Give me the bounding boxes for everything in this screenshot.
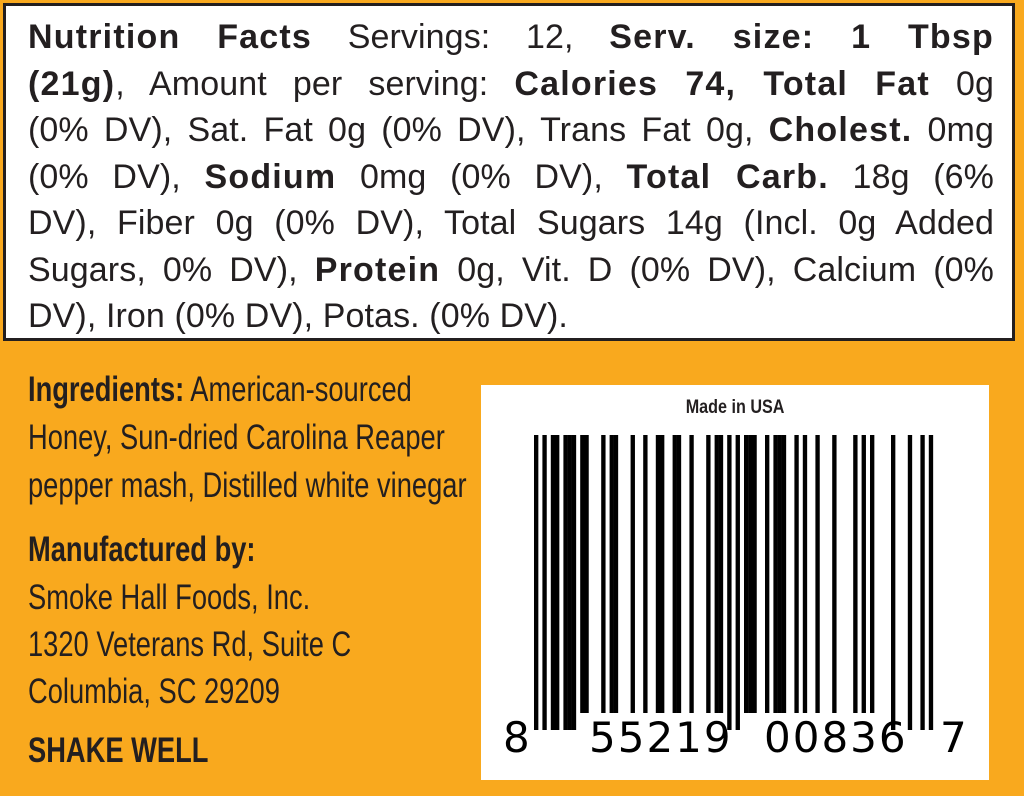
nutrition-text: , Amount per serving: <box>115 64 515 103</box>
nutrition-facts-line: (21g), Amount per serving: Calories 74, … <box>28 61 994 108</box>
manufacturer-label: Manufactured by: <box>28 530 256 570</box>
barcode-bar <box>765 435 770 713</box>
made-in-usa-text: Made in USA <box>685 397 785 418</box>
manufacturer-address-2: Columbia, SC 29209 <box>28 672 280 711</box>
nutrition-text: Servings: 12, <box>312 18 610 56</box>
nutrition-facts-line: Nutrition Facts Servings: 12, Serv. size… <box>28 14 994 61</box>
barcode-bar <box>714 435 719 713</box>
barcode-bar <box>550 435 556 730</box>
nutrition-emphasis: (21g) <box>28 64 116 103</box>
barcode-bar <box>815 435 820 713</box>
manufacturer-name: Smoke Hall Foods, Inc. <box>28 578 311 617</box>
nutrition-emphasis: Nutrition Facts <box>28 18 313 56</box>
barcode-bar <box>832 435 837 713</box>
barcode-bar <box>689 435 694 713</box>
nutrition-text: DV), Iron (0% DV), Potas. (0% DV). <box>28 297 568 335</box>
barcode-bar <box>580 435 585 713</box>
barcode-bar <box>571 435 577 730</box>
manufacturer-label-text: Manufactured by: <box>28 530 256 569</box>
barcode-bar <box>584 435 589 713</box>
barcode-bar <box>773 435 778 713</box>
barcode-bar <box>706 435 711 713</box>
nutrition-facts-panel: Nutrition Facts Servings: 12, Serv. size… <box>3 3 1015 341</box>
shake-well-text: SHAKE WELL <box>28 731 209 770</box>
barcode-check-digit: 7 <box>940 713 967 762</box>
nutrition-emphasis: Cholest. <box>768 111 913 149</box>
barcode-bar <box>748 435 753 713</box>
nutrition-text: 0mg (0% DV), <box>336 157 627 196</box>
nutrition-text: 0mg <box>912 111 994 149</box>
nutrition-text: DV), Fiber 0g (0% DV), Total Sugars 14g … <box>28 204 994 242</box>
barcode-bar <box>655 435 661 713</box>
barcode-bar <box>727 435 732 730</box>
nutrition-emphasis: Sodium <box>204 157 337 196</box>
nutrition-emphasis: Protein <box>314 250 441 289</box>
barcode-bar <box>555 435 560 730</box>
nutrition-text: (0% DV), Sat. Fat 0g (0% DV), Trans Fat … <box>28 111 769 149</box>
barcode-bar <box>718 435 724 713</box>
barcode-bar <box>891 435 896 730</box>
ingredients-line-2: Honey, Sun-dried Carolina Reaper <box>28 418 445 457</box>
nutrition-emphasis: Calories 74, Total Fat <box>514 64 930 103</box>
shake-well-instruction: SHAKE WELL <box>28 731 208 771</box>
barcode-bar <box>752 435 757 713</box>
barcode-panel: Made in USA 8 55219 00836 7 <box>481 385 989 780</box>
barcode-bar <box>928 435 934 730</box>
nutrition-text: 0g <box>929 64 994 103</box>
nutrition-facts-line: Sugars, 0% DV), Protein 0g, Vit. D (0% D… <box>28 247 994 294</box>
barcode-bar <box>613 435 619 713</box>
barcode-bar <box>643 435 648 713</box>
barcode-bar <box>870 435 875 713</box>
barcode-bar <box>861 435 866 713</box>
barcode-bar <box>676 435 682 713</box>
barcode-bar <box>777 435 782 713</box>
barcode-bar <box>794 435 799 713</box>
barcode-bar <box>563 435 568 730</box>
nutrition-text: (0% DV), <box>28 157 205 196</box>
nutrition-text: 0g, Vit. D (0% DV), Calcium (0% <box>440 250 994 289</box>
barcode-digit-system: 8 <box>503 713 530 762</box>
nutrition-emphasis: Serv. size: 1 Tbsp <box>609 18 994 56</box>
barcode-digits-left: 55219 <box>589 713 733 762</box>
barcode-bar <box>601 435 606 713</box>
barcode-bar <box>920 435 925 730</box>
barcode-bar <box>781 435 787 713</box>
barcode-bar <box>744 435 749 713</box>
barcode-bar <box>609 435 614 713</box>
manufacturer-address-1: 1320 Veterans Rd, Suite C <box>28 625 352 664</box>
barcode-bar <box>542 435 547 730</box>
barcode-bar <box>853 435 858 713</box>
ingredients-label: Ingredients: <box>28 370 185 409</box>
barcode-bar <box>907 435 913 730</box>
upc-barcode <box>534 435 934 730</box>
barcode-bar <box>534 435 539 730</box>
nutrition-text: Sugars, 0% DV), <box>28 250 315 289</box>
barcode-bar <box>660 435 665 713</box>
nutrition-facts-line: (0% DV), Sodium 0mg (0% DV), Total Carb.… <box>28 154 994 201</box>
barcode-digits-right: 00836 <box>764 713 908 762</box>
barcode-bar <box>735 435 740 730</box>
nutrition-facts-line: (0% DV), Sat. Fat 0g (0% DV), Trans Fat … <box>28 107 994 154</box>
barcode-bar <box>630 435 635 713</box>
nutrition-facts-line: DV), Fiber 0g (0% DV), Total Sugars 14g … <box>28 200 994 247</box>
nutrition-text: 18g (6% <box>828 157 994 196</box>
nutrition-emphasis: Total Carb. <box>626 157 829 196</box>
ingredients-text: American-sourced <box>184 370 412 409</box>
nutrition-facts-line: DV), Iron (0% DV), Potas. (0% DV). <box>28 293 994 340</box>
barcode-bar <box>672 435 677 713</box>
made-in-usa: Made in USA <box>481 397 989 419</box>
ingredients-line-1: Ingredients: American-sourced <box>28 370 412 410</box>
barcode-bar <box>567 435 572 730</box>
ingredients-line-3: pepper mash, Distilled white vinegar <box>28 466 467 505</box>
barcode-bar <box>802 435 808 713</box>
